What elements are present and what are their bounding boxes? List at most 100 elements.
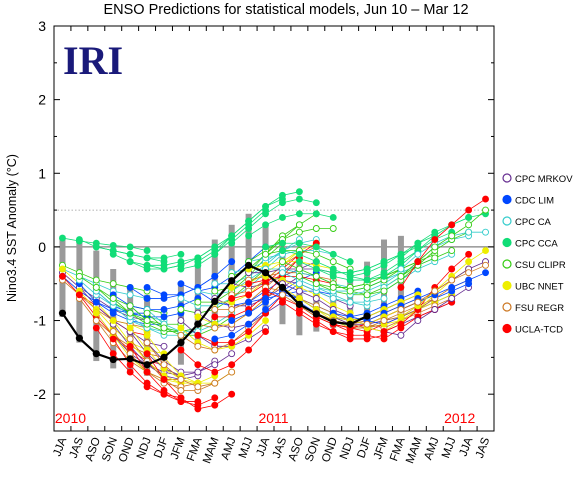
x-tick-label: NDJ [338, 436, 357, 461]
forecast-point [448, 221, 456, 229]
legend: CPC MRKOV CDC LIM CPC CA CPC CCA CSU CLIPR UB… [502, 173, 573, 336]
forecast-point [380, 295, 388, 302]
forecast-point [465, 221, 473, 229]
forecast-point [262, 250, 269, 258]
forecast-point [160, 265, 168, 273]
forecast-point [482, 261, 489, 269]
forecast-point [143, 261, 151, 269]
forecast-point [75, 291, 83, 299]
forecast-point [482, 228, 489, 236]
forecast-point [228, 339, 236, 347]
forecast-point [92, 324, 100, 332]
y-tick-label: 0 [38, 239, 46, 255]
forecast-point [363, 283, 371, 291]
legend-label: CDC LIM [515, 196, 554, 207]
forecast-point [279, 258, 286, 266]
forecast-point [211, 272, 219, 280]
forecast-point [448, 283, 456, 291]
legend-marker [502, 173, 512, 183]
observed-point [92, 350, 100, 358]
forecast-point [397, 272, 405, 280]
forecast-point [211, 361, 219, 369]
forecast-point [397, 331, 405, 339]
x-tick-label: AMJ [219, 436, 238, 462]
forecast-point [109, 328, 117, 336]
forecast-point [262, 243, 269, 251]
forecast-point [295, 210, 303, 218]
forecast-point [228, 317, 236, 324]
forecast-point [245, 309, 253, 317]
legend-label: CPC CA [515, 217, 552, 228]
forecast-point [312, 265, 320, 273]
forecast-point [92, 243, 100, 251]
legend-label: CPC CCA [515, 239, 558, 250]
forecast-point [245, 346, 253, 354]
forecast-point [363, 269, 371, 277]
forecast-point [295, 195, 303, 203]
forecast-point [329, 283, 337, 291]
forecast-point [279, 291, 286, 299]
forecast-point [160, 387, 168, 394]
forecast-point [380, 272, 388, 280]
observed-point [160, 353, 168, 361]
y-tick-label: -1 [34, 313, 47, 329]
forecast-point [177, 324, 185, 332]
forecast-point [312, 243, 320, 251]
forecast-point [75, 236, 83, 243]
forecast-point [312, 250, 320, 258]
legend-label: UCLA-TCD [515, 325, 563, 336]
model-forecasts [59, 188, 489, 413]
forecast-point [397, 265, 405, 273]
y-tick-label: 3 [38, 18, 46, 34]
forecast-point [211, 306, 219, 313]
forecast-point [143, 247, 151, 255]
legend-marker [502, 302, 512, 312]
forecast-point [92, 317, 100, 324]
forecast-point [397, 254, 405, 262]
forecast-point [177, 250, 185, 258]
forecast-point [126, 291, 134, 299]
observed-point [211, 297, 219, 305]
forecast-point [109, 309, 117, 317]
forecast-point [228, 295, 236, 302]
forecast-point [414, 239, 422, 247]
forecast-point [228, 361, 236, 369]
forecast-point [126, 302, 134, 310]
forecast-point [194, 368, 202, 376]
forecast-point [295, 272, 303, 280]
forecast-point [431, 228, 439, 236]
forecast-point [329, 269, 337, 277]
forecast-point [211, 401, 219, 409]
chart-title: ENSO Predictions for statistical models,… [103, 2, 468, 18]
forecast-point [126, 361, 134, 369]
forecast-point [126, 283, 134, 291]
observed-point [126, 355, 134, 363]
forecast-point [363, 320, 371, 328]
forecast-point [92, 309, 100, 317]
forecast-point [126, 324, 134, 332]
forecast-point [363, 276, 371, 284]
forecast-point [211, 335, 219, 343]
forecast-point [177, 295, 185, 302]
forecast-point [211, 280, 219, 288]
forecast-point [312, 199, 320, 207]
forecast-point [262, 306, 269, 313]
forecast-point [312, 280, 320, 288]
forecast-point [465, 214, 473, 221]
forecast-point [465, 258, 473, 266]
legend-marker [502, 280, 512, 291]
forecast-point [177, 387, 185, 394]
forecast-point [279, 269, 286, 277]
forecast-point [312, 210, 320, 218]
forecast-point [143, 368, 151, 376]
observed-point [295, 300, 303, 308]
forecast-point [262, 328, 269, 336]
forecast-point [59, 272, 66, 280]
legend-label: CSU CLIPR [515, 260, 566, 271]
forecast-point [211, 379, 219, 387]
forecast-point [346, 272, 354, 280]
forecast-point [126, 342, 134, 350]
forecast-point [262, 287, 269, 295]
forecast-point [262, 210, 269, 218]
forecast-point [465, 206, 473, 214]
